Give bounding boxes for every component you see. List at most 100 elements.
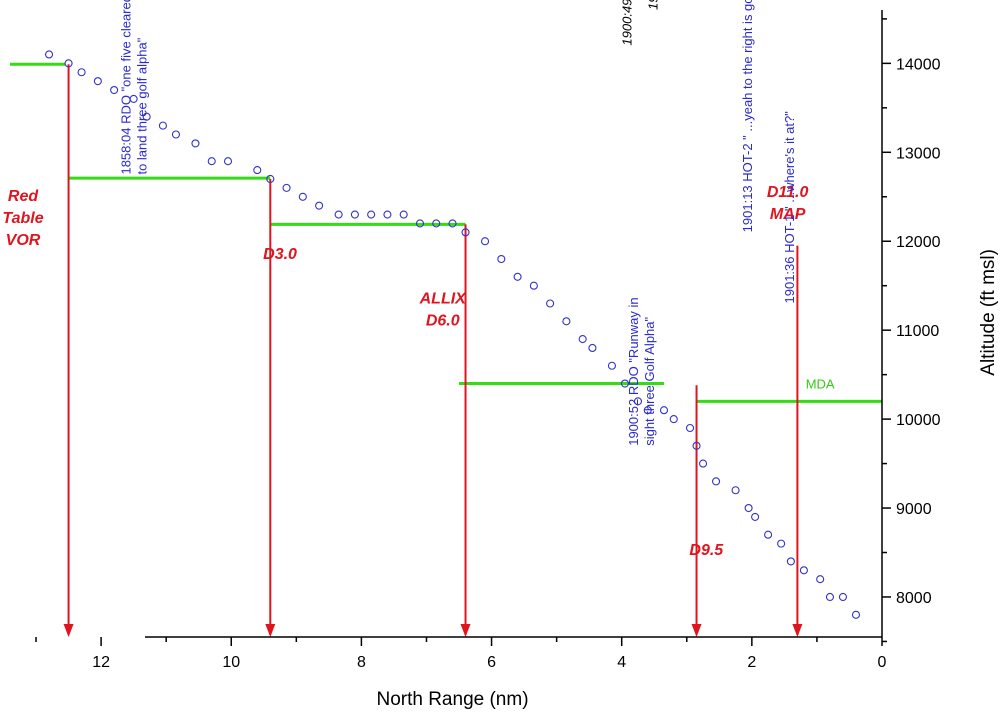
annotation-text: sight three Golf Alpha": [642, 316, 657, 445]
x-tick-label: 0: [878, 654, 887, 671]
annotation-text: 1900:52 RDO "Runway in: [626, 297, 641, 445]
data-point: [643, 406, 652, 415]
marker-label: D9.5: [689, 542, 724, 559]
data-point: [334, 210, 343, 219]
data-point: [588, 343, 597, 353]
y-tick-label: 14000: [896, 56, 941, 73]
marker-label: Red: [8, 188, 39, 205]
data-point: [513, 272, 522, 281]
x-tick-label: 8: [357, 654, 366, 671]
data-point: [529, 281, 538, 290]
x-tick-label: 10: [222, 654, 240, 671]
y-tick-label: 8000: [896, 590, 932, 607]
waypoint-markers-layer: [63, 64, 803, 637]
data-point: [282, 183, 291, 192]
data-point: [698, 459, 708, 468]
data-point: [659, 406, 669, 415]
marker-arrowhead: [691, 624, 702, 637]
marker-label: VOR: [6, 232, 41, 249]
labels-layer: Red Table VOR D3.0 ALLIX D6.0 D9.5 D11.0 MAP 1858…: [2, 0, 835, 559]
data-point: [731, 486, 740, 495]
marker-label: ALLIX: [419, 290, 468, 307]
data-point: [298, 192, 307, 201]
level-lines-layer: [10, 62, 882, 403]
data-point: [751, 512, 760, 521]
data-point: [350, 210, 359, 219]
annotation-text: 1900:54 TWR "Gulfstream three Golf Alpha…: [645, 0, 660, 10]
data-point: [692, 441, 701, 450]
x-tick-label: 6: [487, 654, 496, 671]
marker-label: D3.0: [263, 246, 297, 263]
y-tick-label: 9000: [896, 501, 932, 518]
marker-label: D6.0: [426, 312, 460, 329]
data-point: [432, 219, 441, 228]
data-point: [838, 592, 848, 602]
data-point: [191, 139, 200, 148]
data-point: [546, 299, 555, 308]
y-tick-label: 11000: [896, 323, 939, 340]
y-tick-label: 13000: [896, 145, 941, 162]
data-point: [851, 610, 861, 619]
mda-label: MDA: [806, 377, 835, 392]
data-point: [93, 77, 102, 86]
x-tick-label: 12: [92, 654, 110, 671]
y-tick-label: 10000: [896, 412, 941, 429]
annotation-text: 1901:13 HOT-2 " ...yeah to the right is …: [740, 0, 755, 232]
marker-arrowhead: [265, 624, 276, 637]
data-point: [223, 157, 233, 166]
data-point: [816, 575, 825, 584]
data-point: [799, 566, 808, 575]
data-point: [266, 174, 275, 184]
marker-label: Table: [2, 210, 43, 227]
annotation-text: to land three golf alpha": [134, 37, 149, 174]
data-point: [399, 210, 408, 219]
data-point: [367, 210, 376, 219]
marker-arrowhead: [792, 624, 803, 637]
data-point: [383, 210, 392, 219]
data-point: [461, 228, 470, 237]
ticks-layer: 12 10 8 6 4 2 0 8000 9000 10000 11000 12000 13000 140…: [35, 18, 941, 671]
data-point: [110, 85, 119, 95]
data-point: [764, 530, 773, 539]
data-point: [669, 415, 678, 424]
data-point: [685, 423, 695, 433]
marker-label: D11.0: [767, 184, 809, 201]
data-point: [712, 477, 721, 486]
x-tick-label: 4: [617, 654, 626, 671]
annotation-text: 1858:04 RDO "one five cleared: [118, 0, 133, 175]
data-point: [253, 166, 262, 175]
data-point: [44, 50, 54, 59]
data-point: [171, 130, 180, 139]
data-point: [158, 121, 167, 130]
data-point: [777, 539, 786, 548]
data-point: [562, 317, 571, 326]
data-point: [633, 397, 643, 406]
data-point: [77, 68, 86, 77]
y-axis-title: Altitude (ft msl): [978, 249, 999, 376]
data-point: [315, 201, 324, 210]
data-point: [64, 59, 73, 68]
annotation-text: 1901:36 HOT-1 " ...where's it at?": [782, 111, 797, 304]
y-tick-label: 12000: [896, 234, 941, 251]
data-point: [786, 557, 795, 566]
data-point: [607, 361, 616, 370]
data-point: [497, 254, 506, 264]
data-point: [448, 219, 457, 228]
axes-layer: [145, 10, 883, 638]
data-point: [207, 157, 216, 166]
x-tick-label: 2: [747, 654, 756, 671]
data-point: [415, 219, 425, 228]
data-point: [620, 379, 630, 388]
marker-label: MAP: [770, 206, 806, 223]
data-point: [129, 94, 138, 103]
annotation-text: 1900:49 TWR " ...you have the runway in …: [619, 0, 634, 46]
data-point: [578, 335, 587, 344]
marker-arrowhead: [63, 624, 74, 637]
data-point: [480, 237, 490, 246]
altitude-points-layer: [44, 50, 861, 619]
data-point: [142, 112, 151, 121]
x-axis-title: North Range (nm): [376, 689, 528, 710]
marker-arrowhead: [460, 624, 471, 637]
data-point: [825, 592, 834, 602]
